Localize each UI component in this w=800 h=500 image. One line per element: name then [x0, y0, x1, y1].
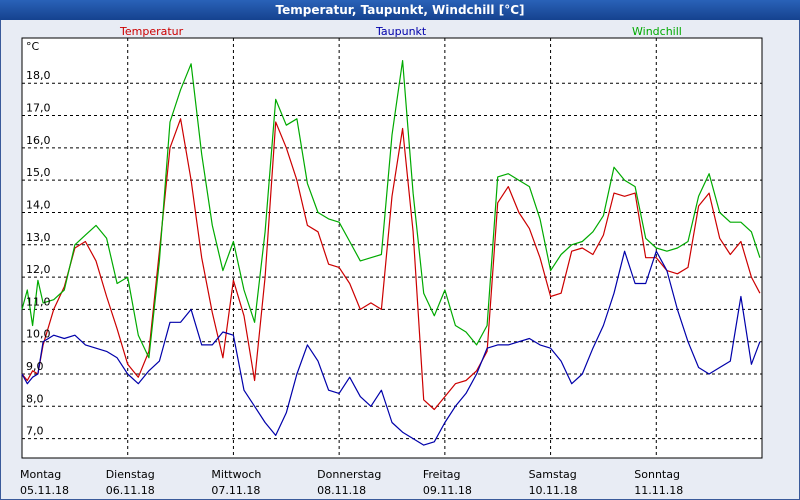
y-tick-label: 8,0 [26, 392, 44, 405]
y-tick-label: 10,0 [26, 328, 51, 341]
legend: Temperatur Taupunkt Windchill [119, 25, 682, 38]
y-tick-label: 7,0 [26, 425, 44, 438]
x-tick-day-label: Mittwoch [211, 468, 261, 481]
legend-entry-windchill: Windchill [632, 25, 682, 38]
plot-area [21, 37, 763, 459]
y-tick-label: 11,0 [26, 295, 51, 308]
legend-entry-temperatur: Temperatur [119, 25, 184, 38]
x-tick-day-label: Donnerstag [317, 468, 381, 481]
y-tick-label: 18,0 [26, 69, 51, 82]
x-tick-day-label: Montag [20, 468, 61, 481]
x-tick-day-label: Samstag [529, 468, 577, 481]
x-tick-date-label: 05.11.18 [20, 484, 69, 497]
y-tick-label: 13,0 [26, 231, 51, 244]
x-tick-day-label: Dienstag [106, 468, 155, 481]
x-tick-day-label: Sonntag [634, 468, 680, 481]
y-tick-label: 17,0 [26, 102, 51, 115]
legend-entry-taupunkt: Taupunkt [375, 25, 427, 38]
y-tick-label: 14,0 [26, 198, 51, 211]
y-tick-label: 9,0 [26, 360, 44, 373]
series-line-windchill [21, 59, 761, 359]
x-axis-ticks: Montag 05.11.18 Dienstag 06.11.18 Mittwoch 07… [20, 468, 683, 497]
y-tick-label: 15,0 [26, 166, 51, 179]
x-tick-date-label: 07.11.18 [211, 484, 260, 497]
series-line-temperatur [21, 118, 761, 411]
y-axis-ticks: 7,0 8,0 9,0 10,0 11,0 12,0 13,0 14,0 15,0 16,0 17,… [26, 69, 51, 437]
series-layer [21, 59, 761, 446]
y-axis-unit-label: °C [26, 40, 40, 53]
x-tick-date-label: 08.11.18 [317, 484, 366, 497]
x-tick-day-label: Freitag [423, 468, 461, 481]
x-tick-date-label: 10.11.18 [529, 484, 578, 497]
y-tick-label: 16,0 [26, 134, 51, 147]
x-tick-date-label: 11.11.18 [634, 484, 683, 497]
series-line-taupunkt [21, 250, 761, 446]
x-tick-date-label: 06.11.18 [106, 484, 155, 497]
x-tick-date-label: 09.11.18 [423, 484, 472, 497]
chart-title: Temperatur, Taupunkt, Windchill [°C] [0, 0, 800, 20]
y-tick-label: 12,0 [26, 263, 51, 276]
